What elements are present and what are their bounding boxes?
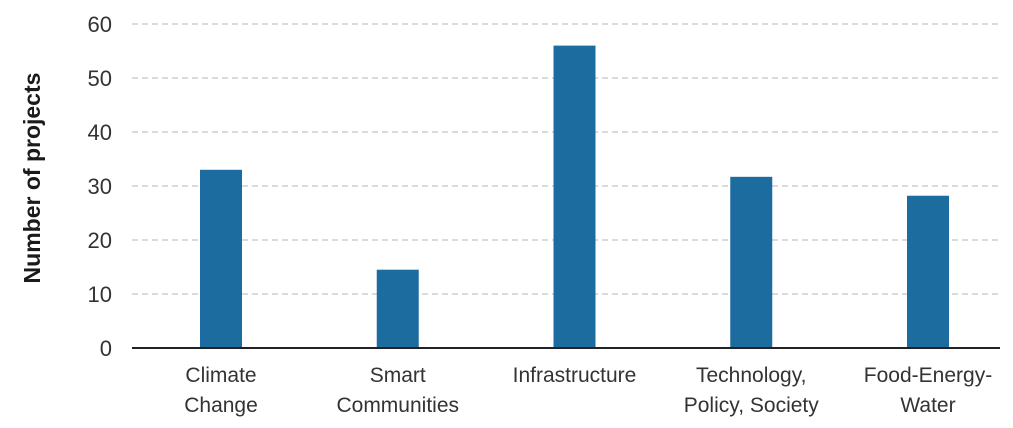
bar — [907, 195, 949, 348]
y-tick-label: 20 — [88, 228, 112, 253]
x-category-label: Technology, Policy, Society — [684, 364, 819, 417]
bar — [730, 176, 773, 348]
x-category-label: Smart Communities — [336, 364, 459, 417]
x-axis-categories: Climate Change Smart Communities Infrastruct… — [184, 364, 992, 417]
y-tick-label: 40 — [88, 120, 112, 145]
y-tick-label: 0 — [100, 336, 112, 361]
y-tick-label: 30 — [88, 174, 112, 199]
x-category-label: Food-Energy-Water — [864, 364, 992, 417]
y-axis-ticks: 0 10 20 30 40 50 60 — [88, 12, 112, 361]
y-tick-label: 10 — [88, 282, 112, 307]
y-tick-label: 50 — [88, 66, 112, 91]
bars — [200, 45, 949, 348]
x-category-label: Infrastructure — [513, 364, 637, 387]
bar — [376, 269, 419, 348]
y-axis-title: Number of projects — [19, 73, 45, 284]
bar — [553, 45, 596, 348]
y-tick-label: 60 — [88, 12, 112, 37]
bar — [200, 169, 242, 348]
x-category-label: Climate Change — [184, 364, 258, 417]
